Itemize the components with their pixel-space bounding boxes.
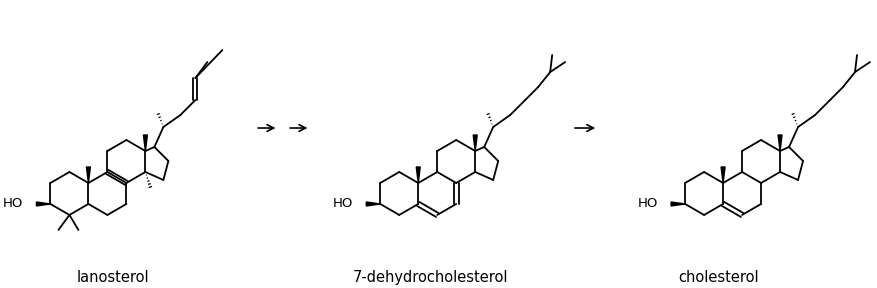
Polygon shape [777,135,781,151]
Polygon shape [670,202,684,206]
Text: HO: HO [4,198,24,211]
Text: HO: HO [332,198,353,211]
Text: HO: HO [637,198,658,211]
Text: 7-dehydrocholesterol: 7-dehydrocholesterol [352,270,508,285]
Polygon shape [37,202,50,206]
Polygon shape [473,135,477,151]
Polygon shape [720,167,724,183]
Polygon shape [416,167,420,183]
Text: lanosterol: lanosterol [77,270,150,285]
Polygon shape [366,202,380,206]
Polygon shape [86,167,90,183]
Polygon shape [143,135,147,151]
Text: cholesterol: cholesterol [677,270,758,285]
